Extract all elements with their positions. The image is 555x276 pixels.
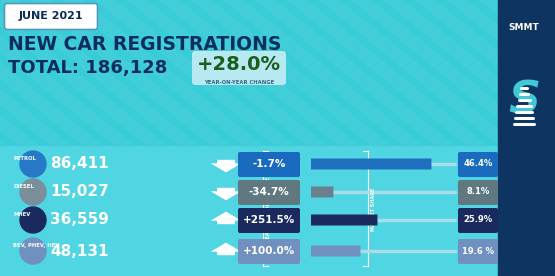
Text: TOTAL: 186,128: TOTAL: 186,128 — [8, 59, 168, 77]
Text: -34.7%: -34.7% — [249, 187, 289, 197]
Text: +28.0%: +28.0% — [197, 54, 281, 73]
Text: YEAR-ON-YEAR CHANGE: YEAR-ON-YEAR CHANGE — [204, 80, 274, 85]
Polygon shape — [211, 212, 241, 224]
FancyBboxPatch shape — [311, 245, 360, 256]
FancyBboxPatch shape — [238, 239, 300, 264]
Text: -1.7%: -1.7% — [253, 159, 286, 169]
FancyBboxPatch shape — [458, 208, 498, 233]
Text: +251.5%: +251.5% — [243, 215, 295, 225]
FancyBboxPatch shape — [311, 214, 377, 225]
Text: 46.4%: 46.4% — [463, 160, 493, 169]
Text: YEAR-ON-YEAR CHANGE: YEAR-ON-YEAR CHANGE — [266, 176, 271, 242]
FancyBboxPatch shape — [238, 152, 300, 177]
FancyBboxPatch shape — [311, 158, 431, 169]
Polygon shape — [96, 0, 294, 146]
FancyBboxPatch shape — [311, 187, 334, 198]
Polygon shape — [288, 0, 486, 146]
Polygon shape — [160, 0, 358, 146]
Polygon shape — [352, 0, 550, 146]
Polygon shape — [512, 0, 555, 146]
Polygon shape — [64, 0, 262, 146]
Polygon shape — [32, 0, 230, 146]
FancyBboxPatch shape — [238, 208, 300, 233]
Text: PETROL: PETROL — [13, 155, 36, 161]
Polygon shape — [0, 0, 70, 146]
Polygon shape — [0, 0, 134, 146]
FancyBboxPatch shape — [458, 239, 498, 264]
Text: NEW CAR REGISTRATIONS: NEW CAR REGISTRATIONS — [8, 34, 281, 54]
Polygon shape — [128, 0, 326, 146]
Bar — [0, 0, 555, 146]
FancyBboxPatch shape — [238, 180, 300, 205]
Text: 8.1%: 8.1% — [466, 187, 490, 197]
Circle shape — [20, 179, 46, 205]
Polygon shape — [0, 0, 166, 146]
Bar — [0, 146, 555, 276]
Polygon shape — [480, 0, 555, 146]
Bar — [498, 0, 555, 276]
FancyBboxPatch shape — [192, 51, 286, 85]
Text: DIESEL: DIESEL — [13, 184, 34, 189]
FancyBboxPatch shape — [458, 152, 498, 177]
Polygon shape — [416, 0, 555, 146]
Text: +100.0%: +100.0% — [243, 246, 295, 256]
Text: BEV, PHEV, HEV: BEV, PHEV, HEV — [13, 243, 59, 248]
Polygon shape — [224, 0, 422, 146]
Circle shape — [20, 207, 46, 233]
Text: 48,131: 48,131 — [50, 243, 108, 259]
Text: 15,027: 15,027 — [50, 184, 109, 200]
Text: 19.6 %: 19.6 % — [462, 246, 494, 256]
Circle shape — [20, 238, 46, 264]
Circle shape — [20, 151, 46, 177]
FancyBboxPatch shape — [4, 4, 98, 30]
Text: S: S — [508, 79, 540, 123]
Polygon shape — [211, 188, 241, 200]
Polygon shape — [384, 0, 555, 146]
Text: S: S — [508, 110, 540, 153]
Polygon shape — [211, 243, 241, 255]
Polygon shape — [0, 0, 38, 146]
Text: MHEV: MHEV — [13, 211, 31, 216]
Polygon shape — [0, 0, 102, 146]
Text: SMMT: SMMT — [508, 23, 539, 33]
Text: 36,559: 36,559 — [50, 213, 109, 227]
Polygon shape — [448, 0, 555, 146]
Text: 25.9%: 25.9% — [463, 216, 493, 224]
Polygon shape — [0, 0, 6, 146]
Polygon shape — [544, 0, 555, 146]
FancyBboxPatch shape — [458, 180, 498, 205]
Polygon shape — [192, 0, 390, 146]
Polygon shape — [320, 0, 518, 146]
Text: MARKET SHARE: MARKET SHARE — [371, 187, 376, 231]
Text: JUNE 2021: JUNE 2021 — [19, 11, 83, 21]
Polygon shape — [256, 0, 454, 146]
Polygon shape — [0, 0, 198, 146]
Bar — [0, 0, 555, 146]
Text: 86,411: 86,411 — [50, 156, 109, 171]
Polygon shape — [211, 160, 241, 172]
